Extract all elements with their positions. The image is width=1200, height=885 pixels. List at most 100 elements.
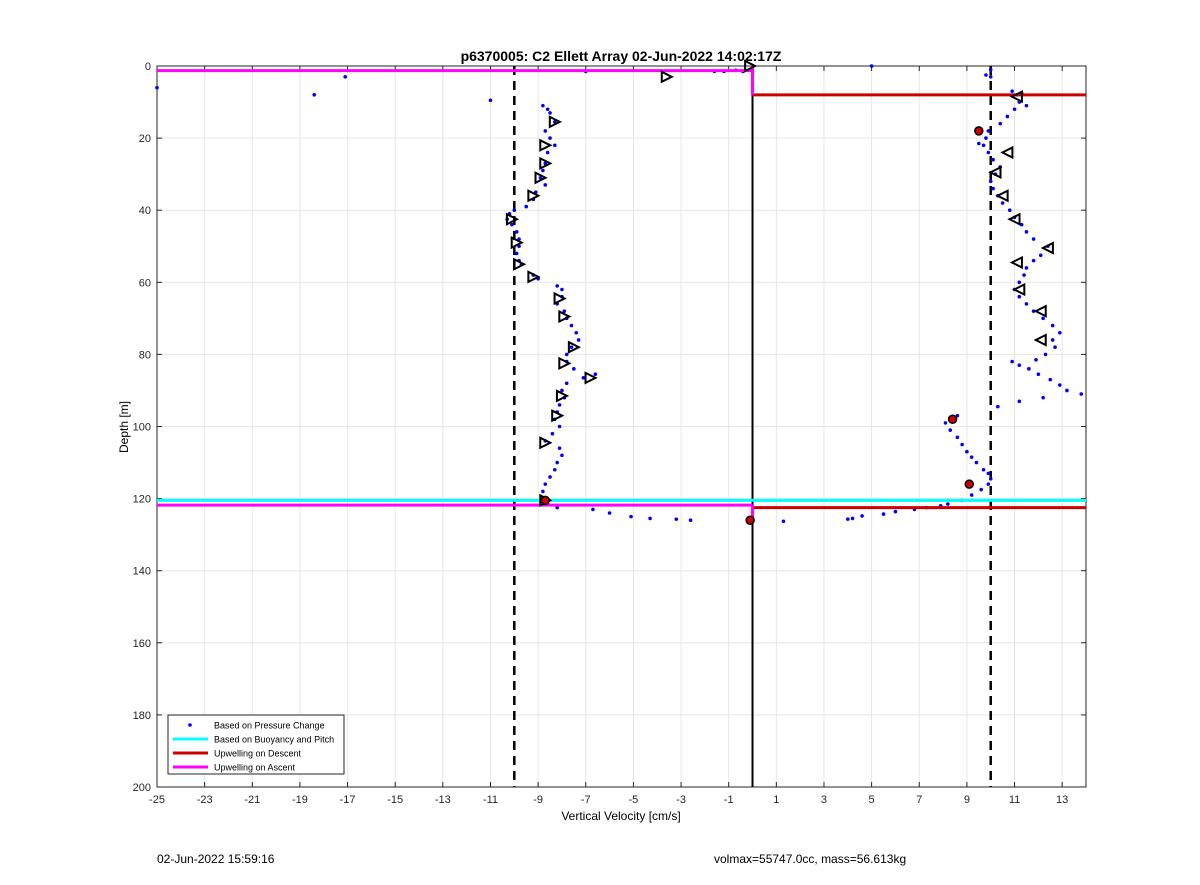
- pressure-change-point: [981, 467, 986, 472]
- y-tick-label: 0: [145, 61, 151, 73]
- pressure-change-point: [1031, 258, 1036, 263]
- triangle-marker: [1040, 241, 1054, 255]
- pressure-change-point: [969, 493, 974, 497]
- x-tick-label: -1: [724, 794, 734, 806]
- footer-timestamp: 02-Jun-2022 15:59:16: [157, 852, 275, 866]
- x-tick-label: 7: [916, 794, 922, 806]
- pressure-change-point: [564, 352, 569, 357]
- pressure-change-point: [860, 514, 864, 518]
- pressure-change-point: [557, 403, 562, 407]
- triangle-marker: [527, 189, 541, 203]
- pressure-change-point: [943, 421, 948, 425]
- pressure-change-point: [1079, 392, 1084, 396]
- pressure-change-point: [593, 372, 598, 377]
- pressure-change-point: [548, 475, 552, 479]
- pressure-change-point: [955, 435, 960, 440]
- x-tick-label: 13: [1056, 794, 1068, 806]
- pressure-change-point: [1024, 230, 1029, 234]
- legend-label: Upwelling on Ascent: [214, 763, 296, 773]
- x-tick-label: 11: [1009, 794, 1020, 806]
- pressure-change-point: [1017, 399, 1022, 404]
- pressure-change-point: [1022, 273, 1026, 277]
- triangle-marker: [567, 340, 582, 354]
- triangle-marker: [1033, 304, 1047, 318]
- pressure-change-point: [607, 511, 612, 515]
- pressure-change-point: [1010, 359, 1014, 364]
- axes-box: [156, 65, 1087, 788]
- pressure-change-point: [512, 208, 517, 212]
- pressure-change-point: [541, 489, 545, 494]
- x-tick-label: 1: [773, 794, 779, 806]
- pressure-change-point: [1048, 377, 1053, 382]
- pressure-change-point: [986, 150, 991, 155]
- pressure-change-point: [576, 338, 581, 342]
- pressure-change-point: [514, 251, 519, 256]
- triangle-marker: [744, 59, 758, 73]
- pressure-change-point: [981, 143, 986, 148]
- pressure-change-point: [1019, 222, 1024, 227]
- pressure-change-point: [984, 73, 988, 77]
- pressure-change-point: [991, 157, 995, 162]
- pressure-change-point: [543, 183, 548, 187]
- pressure-change-point: [869, 64, 874, 68]
- pressure-change-point: [545, 150, 550, 155]
- pressure-change-point: [557, 446, 562, 450]
- pressure-change-point: [986, 129, 991, 133]
- y-tick-labels: 0 20 40 60 80 100 120 140 160 180 200: [133, 61, 151, 794]
- triangle-marker: [558, 356, 572, 371]
- triangle-marker: [539, 436, 553, 450]
- pressure-change-point: [564, 381, 569, 386]
- pressure-change-point: [1017, 280, 1022, 285]
- red-marker: [745, 515, 755, 525]
- pressure-change-point: [543, 482, 548, 486]
- pressure-change-point: [1012, 107, 1017, 112]
- x-tick-label: -25: [149, 794, 165, 806]
- triangle-marker: [1033, 333, 1047, 347]
- triangle-marker: [555, 389, 570, 403]
- pressure-change-point: [569, 345, 574, 349]
- red-marker: [947, 414, 958, 425]
- x-tick-label: -7: [581, 794, 591, 806]
- triangle-marker: [1009, 255, 1023, 270]
- pressure-change-point: [986, 482, 991, 486]
- y-tick-label: 80: [139, 349, 151, 361]
- x-tick-label: 5: [869, 794, 875, 806]
- pressure-change-point: [312, 93, 317, 97]
- y-tick-label: 120: [133, 494, 151, 506]
- pressure-change-point: [674, 517, 679, 521]
- triangle-marker: [1009, 90, 1023, 104]
- red-marker: [540, 495, 551, 506]
- triangle-marker: [1000, 145, 1014, 160]
- pressure-change-point: [996, 404, 1000, 409]
- pressure-change-point: [1065, 388, 1069, 393]
- pressure-change-point: [1005, 114, 1010, 119]
- pressure-change-point: [850, 516, 855, 521]
- x-tick-label: 3: [821, 794, 827, 806]
- x-tick-label: -15: [387, 794, 403, 806]
- pressure-change-point: [545, 107, 550, 112]
- pressure-change-point: [560, 453, 564, 458]
- pressure-change-point: [988, 67, 993, 72]
- pressure-change-point: [555, 460, 559, 465]
- pressure-change-point: [648, 516, 652, 521]
- y-tick-label: 180: [133, 710, 151, 722]
- x-tick-label: -23: [197, 794, 213, 806]
- pressure-change-point: [1053, 345, 1057, 349]
- legend-box: [167, 714, 345, 775]
- x-tick-label: -11: [483, 794, 498, 806]
- pressure-change-point: [991, 186, 995, 191]
- triangle-marker: [539, 138, 553, 152]
- pressure-change-point: [1010, 89, 1014, 94]
- triangle-marker: [539, 156, 553, 170]
- pressure-change-point: [1041, 395, 1045, 400]
- red-marker: [964, 479, 975, 489]
- triangle-marker: [513, 257, 527, 271]
- pressure-change-point: [688, 518, 693, 523]
- x-tick-label: 9: [964, 794, 970, 806]
- pressure-change-point: [557, 424, 562, 429]
- pressure-change-point: [960, 442, 964, 447]
- pressure-change-point: [1024, 266, 1029, 270]
- pressure-change-point: [1007, 208, 1012, 212]
- pressure-change-point: [543, 161, 548, 166]
- pressure-change-point: [1000, 201, 1005, 205]
